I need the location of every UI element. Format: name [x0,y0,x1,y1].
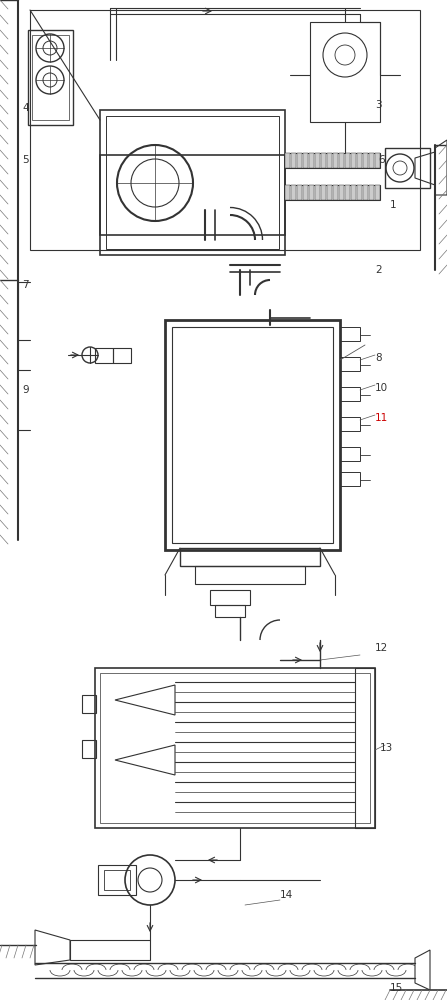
Bar [351,153,356,168]
Bar [180,548,320,566]
Text: 5: 5 [22,155,29,165]
Bar [363,185,368,200]
Bar [285,153,290,168]
Bar [327,153,332,168]
Bar [98,865,136,895]
Bar [106,116,279,249]
Bar [82,695,96,713]
Bar [333,185,338,200]
Text: 4: 4 [22,103,29,113]
Bar [327,185,332,200]
Bar [340,472,360,486]
Text: 14: 14 [280,890,293,900]
Bar [310,22,380,122]
Bar [104,870,130,890]
Bar [385,148,430,188]
Bar [70,940,150,960]
Bar [30,10,420,250]
Bar [297,153,302,168]
Text: 9: 9 [22,385,29,395]
Text: 13: 13 [380,743,393,753]
Bar [363,153,368,168]
Bar [303,185,308,200]
Bar [369,185,374,200]
Text: 8: 8 [375,353,382,363]
Bar [340,417,360,431]
Bar [297,185,302,200]
Bar [315,185,320,200]
Bar [28,30,73,125]
Bar [340,387,360,401]
Bar [315,153,320,168]
Text: 3: 3 [375,100,382,110]
Polygon shape [415,950,430,990]
Bar [339,153,344,168]
Bar [210,590,250,605]
Bar [285,185,380,200]
Bar [375,153,380,168]
Bar [355,668,375,828]
Bar [340,447,360,461]
Bar [357,153,362,168]
Bar [82,740,96,758]
Bar [357,185,362,200]
Bar [351,185,356,200]
Text: 12: 12 [375,643,388,653]
Bar [285,185,290,200]
Text: 6: 6 [378,155,384,165]
Bar [321,153,326,168]
Bar [369,153,374,168]
Text: 7: 7 [22,280,29,290]
Bar [165,320,340,550]
Bar [113,348,131,363]
Text: 15: 15 [390,983,403,993]
Text: 2: 2 [375,265,382,275]
Polygon shape [435,140,447,195]
Bar [95,348,113,363]
Bar [291,153,296,168]
Text: 11: 11 [375,413,388,423]
Bar [309,153,314,168]
Bar [321,185,326,200]
Bar [345,153,350,168]
Bar [100,155,285,235]
Bar [339,185,344,200]
Bar [303,153,308,168]
Bar [333,153,338,168]
Bar [340,357,360,371]
Bar [32,35,69,120]
Bar [95,668,375,828]
Bar [309,185,314,200]
Bar [345,185,350,200]
Bar [215,605,245,617]
Text: 10: 10 [375,383,388,393]
Bar [172,327,333,543]
Bar [375,185,380,200]
Polygon shape [35,930,70,965]
Bar [100,673,370,823]
Bar [340,327,360,341]
Bar [285,153,380,168]
Bar [291,185,296,200]
Bar [100,110,285,255]
Text: 1: 1 [390,200,396,210]
Bar [195,566,305,584]
